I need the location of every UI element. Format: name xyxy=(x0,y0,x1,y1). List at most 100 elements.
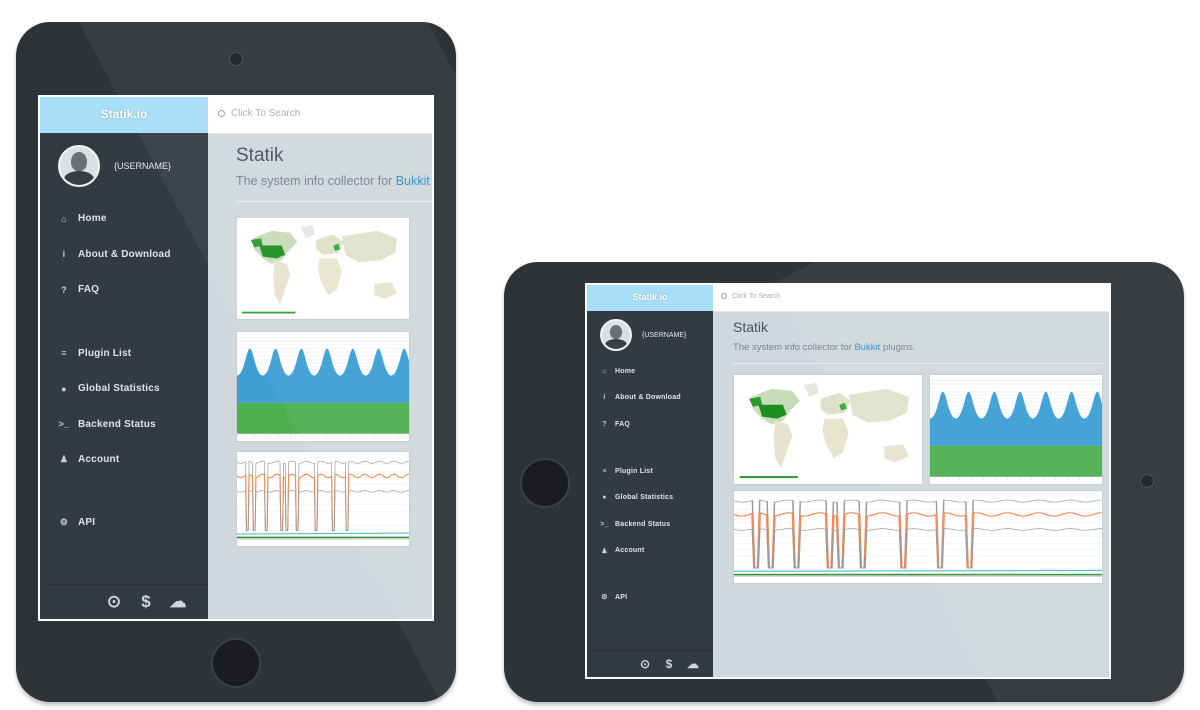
sidebar-item-backend-status[interactable]: >_ Backend Status xyxy=(600,511,681,538)
terminal-icon: >_ xyxy=(58,419,70,430)
gears-icon: ⚙ xyxy=(601,594,608,602)
map-legend-bar xyxy=(739,476,798,479)
sidebar-item-label: FAQ xyxy=(615,420,630,428)
sidebar-item-about[interactable]: i About & Download xyxy=(58,237,171,273)
gears-icon: ⚙ xyxy=(59,516,69,527)
brand-logo[interactable]: Statik.io xyxy=(587,285,713,311)
sidebar-item-label: API xyxy=(78,516,96,528)
sidebar-item-plugin-list[interactable]: ≡ Plugin List xyxy=(58,336,171,372)
user-icon: ♟ xyxy=(59,454,69,465)
sidebar-item-global-statistics[interactable]: ● Global Statistics xyxy=(600,484,681,511)
sidebar-item-label: Plugin List xyxy=(78,347,132,359)
sidebar-item-label: Global Statistics xyxy=(615,494,674,502)
line-series-orange xyxy=(237,473,409,532)
sidebar-item-label: About & Download xyxy=(78,248,171,260)
sidebar-item-label: API xyxy=(615,593,628,601)
sidebar-footer: ⊙ $ ☁ xyxy=(587,650,713,677)
sidebar-item-about[interactable]: i About & Download xyxy=(600,385,681,412)
line-series-green xyxy=(734,573,1102,576)
question-icon: ? xyxy=(602,420,607,428)
map-legend-bar xyxy=(242,311,296,314)
sidebar-item-account[interactable]: ♟ Account xyxy=(600,538,681,565)
map-region-highlight xyxy=(749,396,763,407)
bukkit-link[interactable]: Bukkit xyxy=(395,174,430,188)
sidebar-item-label: About & Download xyxy=(615,394,681,402)
search-input[interactable]: Click To Search xyxy=(231,108,301,119)
map-region xyxy=(341,230,397,263)
sidebar: Statik.io {USERNAME} ⌂ Home i About & Down… xyxy=(40,97,208,619)
list-icon: ≡ xyxy=(602,467,607,475)
sidebar-item-label: Account xyxy=(615,547,645,555)
world-map-chart xyxy=(733,374,923,485)
search-icon xyxy=(721,293,727,300)
sidebar-item-label: Backend Status xyxy=(615,520,671,528)
main-content: Statik The system info collector for Buk… xyxy=(713,311,1109,677)
line-series-gray-top xyxy=(734,499,1102,569)
avatar xyxy=(58,145,100,187)
map-region xyxy=(884,444,909,463)
map-region xyxy=(316,234,344,255)
search-bar[interactable]: Click To Search xyxy=(208,97,432,134)
home-icon: ⌂ xyxy=(602,367,607,375)
github-icon[interactable]: ⊙ xyxy=(639,657,651,671)
username: {USERNAME} xyxy=(114,161,172,171)
area-series-1 xyxy=(237,348,409,403)
sidebar-item-label: Global Statistics xyxy=(78,383,160,395)
map-region xyxy=(848,388,909,423)
sidebar-item-backend-status[interactable]: >_ Backend Status xyxy=(58,407,171,443)
user-profile[interactable]: {USERNAME} xyxy=(600,319,686,351)
sidebar-item-faq[interactable]: ? FAQ xyxy=(600,411,681,438)
list-icon: ≡ xyxy=(61,348,67,359)
map-region-highlight xyxy=(839,402,847,411)
line-chart xyxy=(733,490,1103,584)
sidebar-item-label: FAQ xyxy=(78,284,100,296)
search-input[interactable]: Click To Search xyxy=(732,293,781,300)
sidebar-item-api[interactable]: ⚙ API xyxy=(600,584,681,611)
globe-icon: ● xyxy=(602,494,607,502)
sidebar-item-home[interactable]: ⌂ Home xyxy=(600,358,681,385)
page-subtitle: The system info collector for Bukkit plu… xyxy=(236,174,430,188)
user-icon: ♟ xyxy=(601,547,608,555)
home-hardware-button[interactable] xyxy=(211,638,261,688)
home-hardware-button[interactable] xyxy=(520,458,570,508)
user-profile[interactable]: {USERNAME} xyxy=(58,145,171,187)
divider xyxy=(236,201,432,202)
map-region xyxy=(803,382,819,397)
brand-logo[interactable]: Statik.io xyxy=(40,97,208,133)
tablet-landscape: Statik.io {USERNAME} ⌂ Home i About & Down… xyxy=(504,262,1184,702)
dollar-icon[interactable]: $ xyxy=(665,657,673,671)
sidebar-item-label: Plugin List xyxy=(615,467,653,475)
username: {USERNAME} xyxy=(642,331,687,339)
area-chart xyxy=(929,374,1103,485)
tablet-screen: Statik.io {USERNAME} ⌂ Home i About & Down… xyxy=(585,283,1111,679)
sidebar-item-faq[interactable]: ? FAQ xyxy=(58,272,171,308)
sidebar-menu: ⌂ Home i About & Download ? FAQ ≡ Plugin Lis… xyxy=(58,201,171,540)
wechat-icon[interactable]: ☁ xyxy=(169,592,187,611)
sidebar-item-api[interactable]: ⚙ API xyxy=(58,505,171,541)
sidebar-item-plugin-list[interactable]: ≡ Plugin List xyxy=(600,458,681,485)
line-series-teal xyxy=(237,532,409,535)
world-map-chart xyxy=(236,217,410,320)
map-region xyxy=(773,420,793,469)
wechat-icon[interactable]: ☁ xyxy=(687,657,699,671)
bukkit-link[interactable]: Bukkit xyxy=(854,342,881,353)
home-icon: ⌂ xyxy=(61,213,67,224)
dollar-icon[interactable]: $ xyxy=(141,592,151,611)
terminal-icon: >_ xyxy=(600,520,609,528)
sidebar-item-label: Account xyxy=(78,454,120,466)
sidebar-item-account[interactable]: ♟ Account xyxy=(58,442,171,478)
main-content: Statik The system info collector for Buk… xyxy=(208,133,432,619)
search-icon xyxy=(218,109,225,117)
line-chart xyxy=(236,451,410,547)
divider xyxy=(733,363,1103,364)
question-icon: ? xyxy=(61,284,67,295)
globe-icon: ● xyxy=(61,383,67,394)
map-region-highlight xyxy=(250,238,263,248)
sidebar-item-home[interactable]: ⌂ Home xyxy=(58,201,171,237)
github-icon[interactable]: ⊙ xyxy=(106,592,122,611)
search-bar[interactable]: Click To Search xyxy=(713,285,1109,312)
front-camera xyxy=(229,52,243,66)
area-series-2 xyxy=(237,402,409,434)
map-region xyxy=(822,418,849,459)
sidebar-item-global-statistics[interactable]: ● Global Statistics xyxy=(58,371,171,407)
